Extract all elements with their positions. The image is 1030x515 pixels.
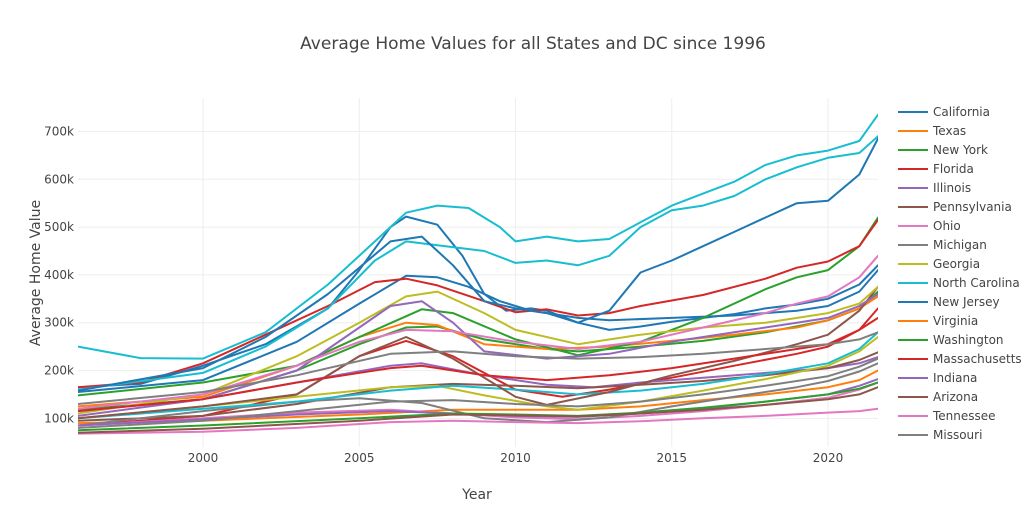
legend-item-illinois[interactable]: Illinois (898, 181, 971, 195)
legend-item-ohio[interactable]: Ohio (898, 219, 961, 233)
legend-label: Michigan (933, 238, 987, 252)
y-tick-label: 300k (44, 316, 74, 330)
legend-item-michigan[interactable]: Michigan (898, 238, 987, 252)
x-tick-label: 2015 (656, 451, 687, 465)
legend-item-texas[interactable]: Texas (898, 124, 966, 138)
series-line-26 (78, 386, 878, 434)
legend-item-pennsylvania[interactable]: Pennsylvania (898, 200, 1012, 214)
x-tick-label: 2020 (813, 451, 844, 465)
series-line-23 (78, 293, 878, 417)
legend-item-tennessee[interactable]: Tennessee (898, 409, 996, 423)
legend-label: California (933, 105, 990, 119)
legend-item-massachusetts[interactable]: Massachusetts (898, 352, 1022, 366)
legend-label: Missouri (933, 428, 982, 442)
legend-label: Arizona (933, 390, 978, 404)
x-axis-label: Year (461, 487, 492, 503)
legend: California Texas New York Florida Illinois Pe… (898, 105, 1022, 442)
series-line-21 (78, 137, 878, 392)
legend-label: Florida (933, 162, 974, 176)
legend-label: Indiana (933, 371, 977, 385)
y-tick-label: 500k (44, 220, 74, 234)
y-tick-label: 200k (44, 364, 74, 378)
y-axis: 100k 200k 300k 400k 500k 600k 700k (44, 124, 74, 425)
series-line-20 (78, 135, 878, 391)
y-tick-label: 600k (44, 172, 74, 186)
grid (78, 98, 878, 447)
legend-item-washington[interactable]: Washington (898, 333, 1004, 347)
series-line-pennsylvania (78, 351, 878, 422)
plot-area (78, 113, 878, 435)
legend-label: North Carolina (933, 276, 1020, 290)
legend-item-arizona[interactable]: Arizona (898, 390, 978, 404)
x-tick-label: 2005 (344, 451, 375, 465)
x-tick-label: 2000 (188, 451, 219, 465)
legend-item-florida[interactable]: Florida (898, 162, 974, 176)
legend-label: Georgia (933, 257, 980, 271)
legend-label: Ohio (933, 219, 961, 233)
legend-label: Washington (933, 333, 1004, 347)
legend-label: Texas (932, 124, 966, 138)
legend-label: Illinois (933, 181, 971, 195)
legend-label: Virginia (933, 314, 978, 328)
x-tick-label: 2010 (500, 451, 531, 465)
series-line-19 (78, 113, 878, 360)
legend-item-indiana[interactable]: Indiana (898, 371, 977, 385)
legend-item-virginia[interactable]: Virginia (898, 314, 978, 328)
y-tick-label: 100k (44, 411, 74, 425)
y-axis-label: Average Home Value (28, 200, 44, 346)
legend-item-missouri[interactable]: Missouri (898, 428, 982, 442)
y-tick-label: 700k (44, 124, 74, 138)
legend-label: Pennsylvania (933, 200, 1012, 214)
legend-label: New York (933, 143, 988, 157)
series-line-missouri (78, 357, 878, 429)
series-line-north-carolina (78, 331, 878, 420)
legend-item-new-jersey[interactable]: New Jersey (898, 295, 1000, 309)
legend-item-california[interactable]: California (898, 105, 990, 119)
legend-label: New Jersey (933, 295, 1000, 309)
y-tick-label: 400k (44, 268, 74, 282)
series-line-24 (78, 254, 878, 410)
legend-item-north-carolina[interactable]: North Carolina (898, 276, 1020, 290)
x-axis: 2000 2005 2010 2015 2020 (188, 451, 844, 465)
series-line-tennessee (78, 407, 878, 435)
series-line-georgia (78, 336, 878, 420)
legend-label: Massachusetts (933, 352, 1022, 366)
series-line-22 (78, 285, 878, 415)
series-line-texas (78, 369, 878, 425)
series-line-28 (78, 331, 878, 405)
legend-label: Tennessee (932, 409, 996, 423)
legend-item-georgia[interactable]: Georgia (898, 257, 980, 271)
legend-item-new-york[interactable]: New York (898, 143, 988, 157)
chart-title: Average Home Values for all States and D… (300, 34, 766, 54)
